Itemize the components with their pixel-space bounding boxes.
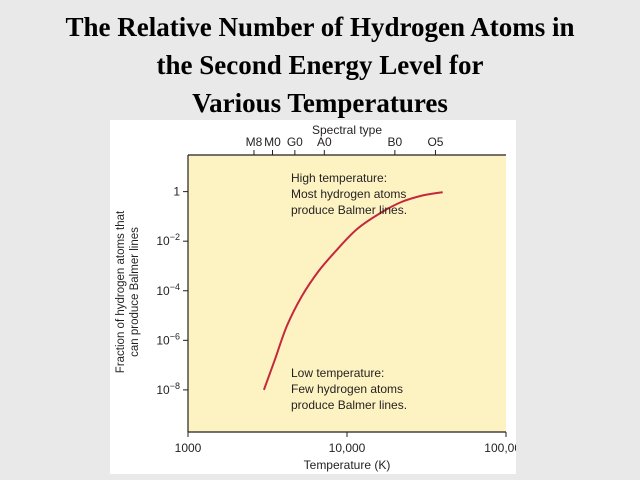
x-tick-label: 100,000 bbox=[484, 441, 516, 455]
balmer-fraction-chart: Spectral type Temperature (K) Fraction o… bbox=[115, 123, 516, 472]
x-axis-label: Temperature (K) bbox=[304, 458, 391, 472]
chart-figure: Spectral type Temperature (K) Fraction o… bbox=[110, 120, 516, 474]
x-tick-label: 10,000 bbox=[329, 441, 366, 455]
y-tick-label: 10−2 bbox=[156, 232, 180, 248]
annotation-low-line: Few hydrogen atoms bbox=[291, 382, 403, 396]
slide-title: The Relative Number of Hydrogen Atoms in… bbox=[0, 8, 640, 122]
balmer-fraction-curve bbox=[262, 191, 443, 391]
title-line-3: Various Temperatures bbox=[192, 88, 448, 118]
spectral-tick-label: O5 bbox=[427, 135, 443, 149]
spectral-tick-label: G0 bbox=[287, 135, 303, 149]
top-axis-label: Spectral type bbox=[312, 123, 382, 137]
annotation-high-line: High temperature: bbox=[291, 171, 387, 185]
annotation-high-line: Most hydrogen atoms bbox=[291, 187, 406, 201]
y-axis-label-line-1: Fraction of hydrogen atoms that bbox=[115, 210, 127, 373]
spectral-tick-label: M8 bbox=[246, 135, 263, 149]
spectral-tick-label: B0 bbox=[388, 135, 403, 149]
spectral-tick-label: M0 bbox=[264, 135, 281, 149]
y-tick-label: 10−8 bbox=[156, 381, 180, 397]
spectral-tick-label: A0 bbox=[317, 135, 332, 149]
y-axis-label-line-2: can produce Balmer lines bbox=[129, 227, 141, 357]
annotation-low-line: produce Balmer lines. bbox=[291, 398, 407, 412]
y-axis-label: Fraction of hydrogen atoms that can prod… bbox=[115, 210, 141, 373]
y-tick-label: 10−6 bbox=[156, 331, 180, 347]
x-tick-label: 1000 bbox=[175, 441, 202, 455]
annotation-high-line: produce Balmer lines. bbox=[291, 203, 407, 217]
plot-area bbox=[188, 155, 506, 432]
title-line-2: the Second Energy Level for bbox=[156, 50, 484, 80]
annotation-low-line: Low temperature: bbox=[291, 366, 384, 380]
title-line-1: The Relative Number of Hydrogen Atoms in bbox=[65, 12, 575, 42]
y-tick-label: 10−4 bbox=[156, 282, 180, 298]
y-tick-label: 1 bbox=[173, 185, 180, 199]
